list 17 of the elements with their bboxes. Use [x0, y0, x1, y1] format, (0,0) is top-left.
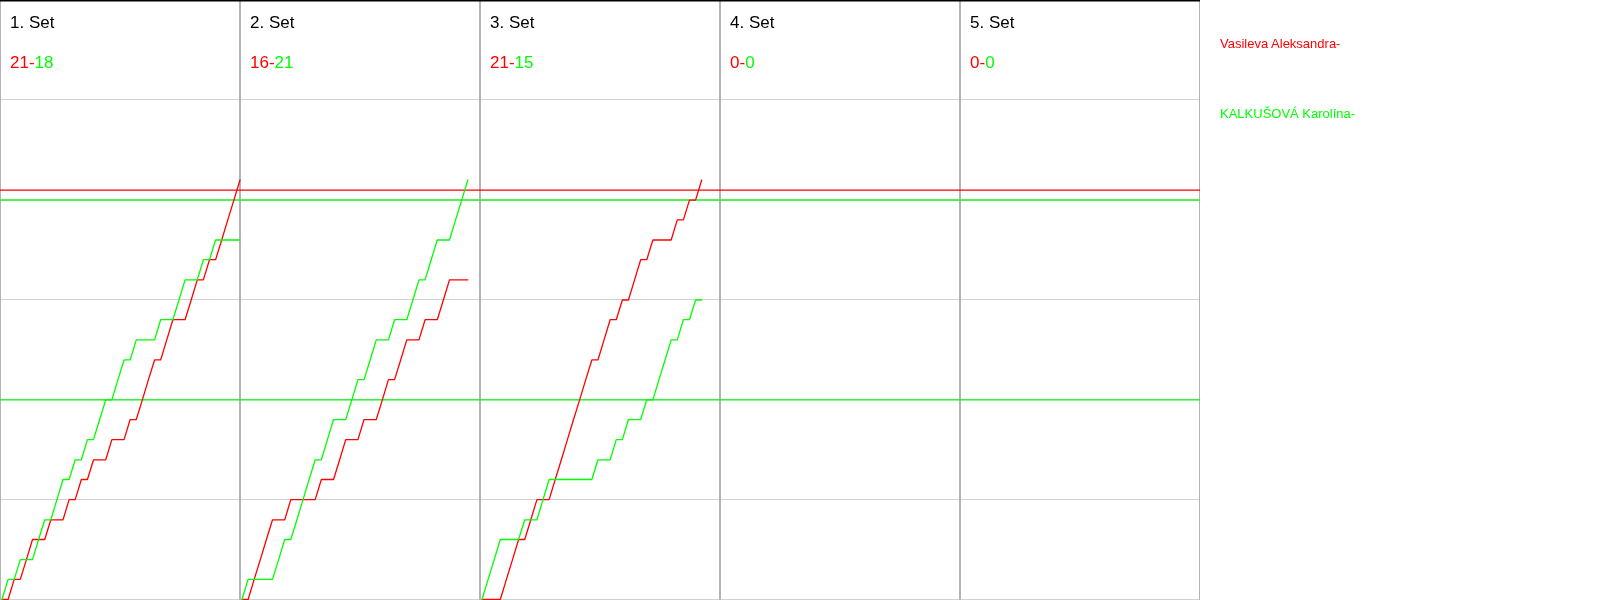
text: 21- [490, 53, 515, 72]
text: KALKUŠOVÁ Karolína- [1220, 106, 1356, 121]
chart-title: 3. Set [490, 13, 535, 32]
text: 21 [274, 53, 294, 72]
text: 21- [10, 53, 35, 72]
text: 18 [34, 53, 54, 72]
text: 4. Set [730, 13, 775, 32]
text: 0 [985, 53, 995, 72]
text: 5. Set [970, 13, 1015, 32]
text: 15 [514, 53, 534, 72]
chart-title: 2. Set [250, 13, 295, 32]
text: 16- [250, 53, 275, 72]
text: 0- [970, 53, 986, 72]
text: 0- [730, 53, 746, 72]
text: 0 [745, 53, 755, 72]
chart-title: 1. Set [10, 13, 55, 32]
text: Vasileva Aleksandra- [1220, 36, 1341, 51]
